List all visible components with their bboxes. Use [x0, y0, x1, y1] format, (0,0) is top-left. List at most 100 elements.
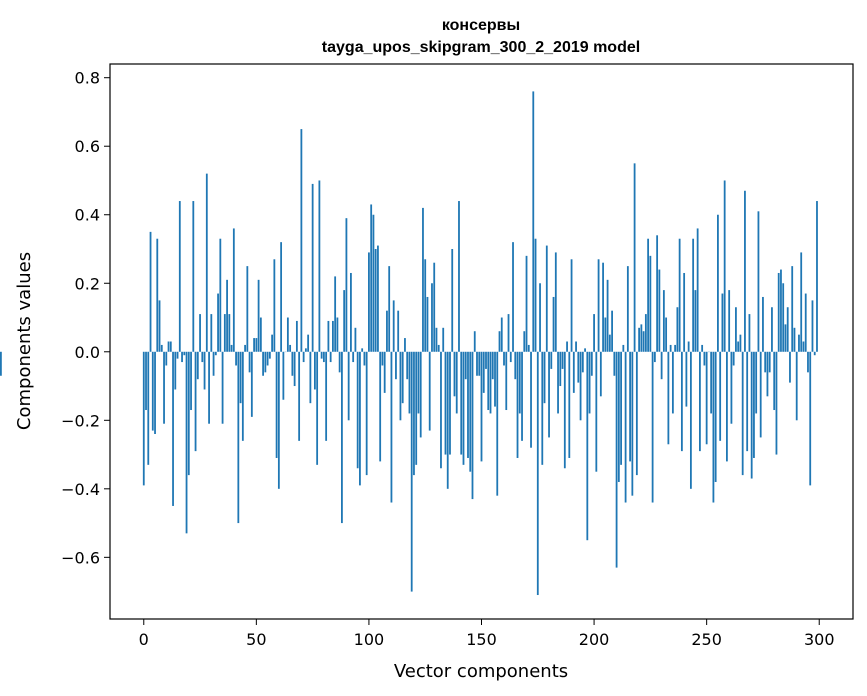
bar-96	[359, 351, 361, 486]
bar-6	[156, 238, 159, 352]
bar-280	[773, 351, 776, 411]
y-axis-ticks: −0.6 −0.4 −0.2 0.0 0.2 0.4 0.6 0.8	[61, 69, 110, 567]
bar-221	[640, 324, 643, 352]
bar-87	[338, 351, 341, 373]
bar-154	[489, 351, 492, 414]
bar-232	[665, 317, 668, 352]
bar-178	[543, 351, 546, 404]
bar-202	[597, 259, 600, 352]
bar-54	[264, 351, 267, 373]
bar-172	[530, 351, 532, 448]
bar-114	[399, 351, 402, 421]
bar-88	[341, 351, 343, 524]
bar-55	[266, 351, 269, 366]
y-tick-label: 0.0	[75, 343, 100, 362]
bar-10	[165, 351, 168, 366]
x-tick-label: 0	[139, 630, 149, 649]
bar-0	[142, 351, 145, 486]
bar-152	[485, 351, 487, 369]
bar-163	[509, 351, 512, 363]
bar-158	[498, 331, 501, 352]
bar-279	[771, 307, 773, 352]
bar-9	[163, 351, 165, 424]
bar-193	[577, 351, 580, 383]
plot-frame	[109, 63, 854, 620]
bar-12	[169, 341, 172, 352]
bar-208	[611, 310, 613, 352]
bar-145	[469, 351, 472, 472]
bar-91	[347, 351, 350, 421]
bar-131	[437, 344, 440, 352]
bar-148	[476, 351, 478, 376]
bar-89	[343, 290, 346, 352]
bar-177	[541, 351, 544, 465]
bar-58	[273, 259, 276, 352]
bar-207	[608, 334, 611, 352]
bar-126	[426, 296, 429, 352]
bar-90	[345, 218, 348, 352]
bar-175	[536, 351, 539, 596]
bar-180	[548, 351, 550, 438]
bar-171	[527, 344, 530, 352]
bar-82	[327, 320, 330, 352]
bar-150	[480, 351, 483, 462]
bar-70	[300, 129, 303, 352]
y-tick-label: −0.2	[61, 411, 100, 430]
bar-209	[613, 351, 616, 376]
bar-92	[350, 272, 352, 352]
bar-75	[311, 183, 314, 352]
bar-77	[316, 351, 319, 465]
bar-217	[631, 351, 634, 496]
bar-298	[813, 351, 816, 356]
bar-187	[563, 351, 566, 469]
bar-undefined	[0, 351, 2, 376]
bar-43	[239, 351, 242, 404]
bar-7	[158, 300, 161, 352]
bar-127	[428, 351, 431, 431]
bar-166	[516, 351, 519, 458]
bar-119	[410, 351, 413, 592]
bar-292	[800, 252, 803, 352]
bar-182	[552, 296, 555, 352]
bar-73	[307, 334, 310, 352]
bar-266	[741, 351, 744, 476]
bar-103	[374, 249, 377, 352]
y-tick-label: −0.6	[61, 548, 100, 567]
bar-101	[370, 204, 373, 352]
bar-59	[275, 351, 278, 458]
bar-226	[651, 351, 654, 503]
bar-65	[289, 344, 292, 352]
bar-60	[277, 351, 280, 489]
bar-25	[199, 314, 201, 352]
bar-159	[500, 317, 503, 352]
x-tick-label: 100	[354, 630, 385, 649]
bar-57	[271, 334, 274, 352]
bar-233	[667, 351, 670, 445]
bar-215	[626, 266, 629, 352]
bar-289	[793, 327, 796, 352]
bar-107	[383, 351, 386, 393]
bar-213	[622, 344, 625, 352]
bar-1	[145, 351, 147, 411]
plot-background	[110, 64, 853, 619]
y-tick-label: 0.8	[75, 69, 100, 88]
bar-110	[390, 351, 393, 503]
bar-155	[491, 351, 494, 380]
bar-138	[453, 351, 456, 397]
bar-157	[496, 351, 499, 496]
bar-113	[397, 310, 400, 352]
bar-243	[689, 351, 692, 489]
bar-170	[525, 255, 528, 352]
bar-225	[649, 255, 652, 352]
bar-228	[656, 235, 659, 352]
bar-34	[219, 238, 222, 352]
bar-189	[568, 351, 571, 458]
bar-273	[757, 211, 760, 352]
bar-165	[514, 351, 517, 380]
bar-39	[230, 344, 233, 352]
bar-13	[172, 351, 174, 506]
bar-244	[692, 238, 695, 352]
bar-183	[554, 252, 557, 352]
bar-120	[413, 351, 415, 476]
